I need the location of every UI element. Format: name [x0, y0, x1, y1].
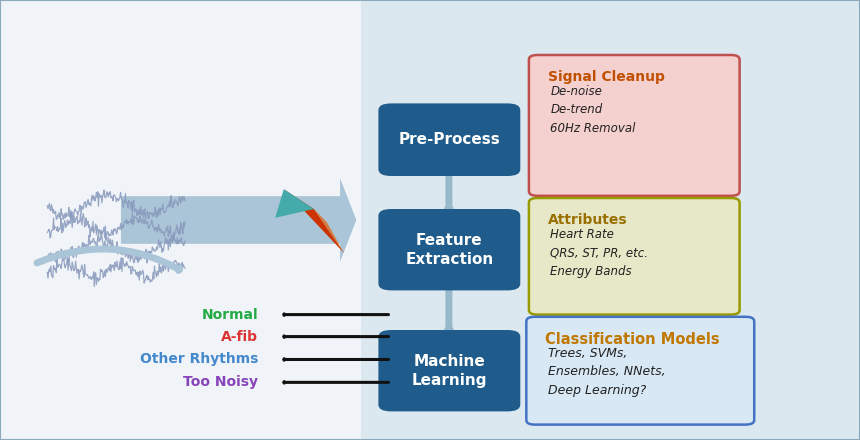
- Text: Other Rhythms: Other Rhythms: [139, 352, 258, 367]
- Bar: [0, 0, 361, 440]
- Text: Heart Rate
QRS, ST, PR, etc.
Energy Bands: Heart Rate QRS, ST, PR, etc. Energy Band…: [550, 228, 648, 278]
- FancyBboxPatch shape: [529, 198, 740, 315]
- Polygon shape: [284, 189, 344, 253]
- Polygon shape: [120, 176, 357, 264]
- Text: De-noise
De-trend
60Hz Removal: De-noise De-trend 60Hz Removal: [550, 85, 636, 135]
- FancyBboxPatch shape: [526, 317, 754, 425]
- Polygon shape: [314, 209, 344, 253]
- Text: Attributes: Attributes: [548, 213, 628, 227]
- Text: A-fib: A-fib: [221, 330, 258, 344]
- Text: Normal: Normal: [201, 308, 258, 322]
- FancyBboxPatch shape: [378, 103, 520, 176]
- Text: Classification Models: Classification Models: [545, 332, 720, 347]
- Text: Too Noisy: Too Noisy: [183, 375, 258, 389]
- Bar: [361, 0, 860, 440]
- Text: Feature
Extraction: Feature Extraction: [405, 233, 494, 267]
- FancyBboxPatch shape: [378, 330, 520, 411]
- Text: Signal Cleanup: Signal Cleanup: [548, 70, 665, 84]
- Text: Trees, SVMs,
Ensembles, NNets,
Deep Learning?: Trees, SVMs, Ensembles, NNets, Deep Lear…: [548, 347, 666, 397]
- Text: Pre-Process: Pre-Process: [398, 132, 501, 147]
- FancyBboxPatch shape: [529, 55, 740, 196]
- Polygon shape: [275, 189, 314, 218]
- FancyBboxPatch shape: [378, 209, 520, 290]
- Text: Machine
Learning: Machine Learning: [412, 354, 487, 388]
